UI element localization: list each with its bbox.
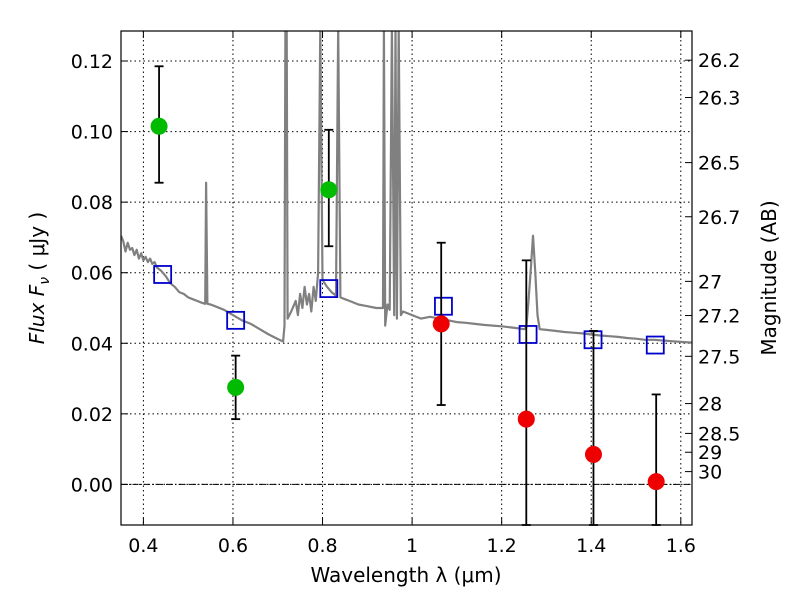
y-tick-label: 0.08 bbox=[71, 192, 113, 214]
mag-tick-label: 28.5 bbox=[698, 423, 740, 445]
x-tick-label: 0.8 bbox=[307, 535, 337, 557]
model-photometry-square bbox=[518, 325, 538, 344]
y-axis-label-prefix: Flux F bbox=[25, 284, 49, 344]
x-axis-label: Wavelength λ (μm) bbox=[310, 563, 501, 587]
mag-tick-label: 27 bbox=[698, 271, 722, 293]
observed-flux-point bbox=[647, 473, 665, 491]
mag-tick-label: 26.3 bbox=[698, 88, 740, 110]
plot-frame bbox=[120, 30, 693, 526]
axis-ticks: 0.4 0.6 0.8 1 1.2 1.4 1.6 0.00 0.02 0.04 0.06 0.08 0… bbox=[71, 31, 740, 557]
observed-flux-point bbox=[227, 378, 245, 396]
y-tick-label: 0.00 bbox=[71, 474, 113, 496]
mag-tick-label: 27.5 bbox=[698, 346, 740, 368]
y-axis-label-subscript: ν bbox=[37, 277, 53, 285]
data-series bbox=[121, 31, 692, 526]
model-photometry-square bbox=[434, 296, 453, 316]
mag-tick-label: 28 bbox=[698, 394, 722, 416]
y-tick-label: 0.02 bbox=[71, 404, 113, 426]
y-axis-label: Flux Fν ( μJy ) bbox=[25, 212, 53, 344]
observed-flux-point bbox=[584, 445, 602, 463]
observed-flux-point bbox=[320, 181, 338, 199]
mag-tick-label: 30 bbox=[698, 462, 722, 484]
x-tick-label: 1.4 bbox=[576, 535, 606, 557]
mag-tick-label: 26.2 bbox=[698, 50, 740, 72]
y-tick-label: 0.10 bbox=[71, 122, 113, 144]
x-tick-label: 0.6 bbox=[218, 535, 248, 557]
observed-flux-point bbox=[432, 315, 450, 333]
mag-tick-label: 29 bbox=[698, 442, 722, 464]
y2-axis-label: Magnitude (AB) bbox=[757, 200, 781, 355]
model-sed-line bbox=[121, 31, 692, 344]
y-axis-label-suffix: ( μJy ) bbox=[25, 212, 49, 277]
y-tick-label: 0.12 bbox=[71, 51, 113, 73]
mag-tick-label: 26.5 bbox=[698, 153, 740, 175]
x-tick-label: 1.6 bbox=[666, 535, 696, 557]
mag-tick-label: 27.2 bbox=[698, 306, 740, 328]
y-tick-label: 0.04 bbox=[71, 333, 113, 355]
model-photometry-square bbox=[645, 335, 665, 355]
model-photometry-square bbox=[153, 265, 173, 284]
x-tick-label: 1 bbox=[406, 535, 418, 557]
model-photometry-square bbox=[319, 279, 339, 298]
mag-tick-label: 26.7 bbox=[698, 207, 740, 229]
observed-flux-point bbox=[150, 117, 168, 135]
y-tick-label: 0.06 bbox=[71, 263, 113, 285]
x-tick-label: 0.4 bbox=[128, 535, 158, 557]
model-photometry-square bbox=[226, 310, 246, 330]
observed-flux-point bbox=[517, 410, 535, 428]
x-tick-label: 1.2 bbox=[487, 535, 517, 557]
